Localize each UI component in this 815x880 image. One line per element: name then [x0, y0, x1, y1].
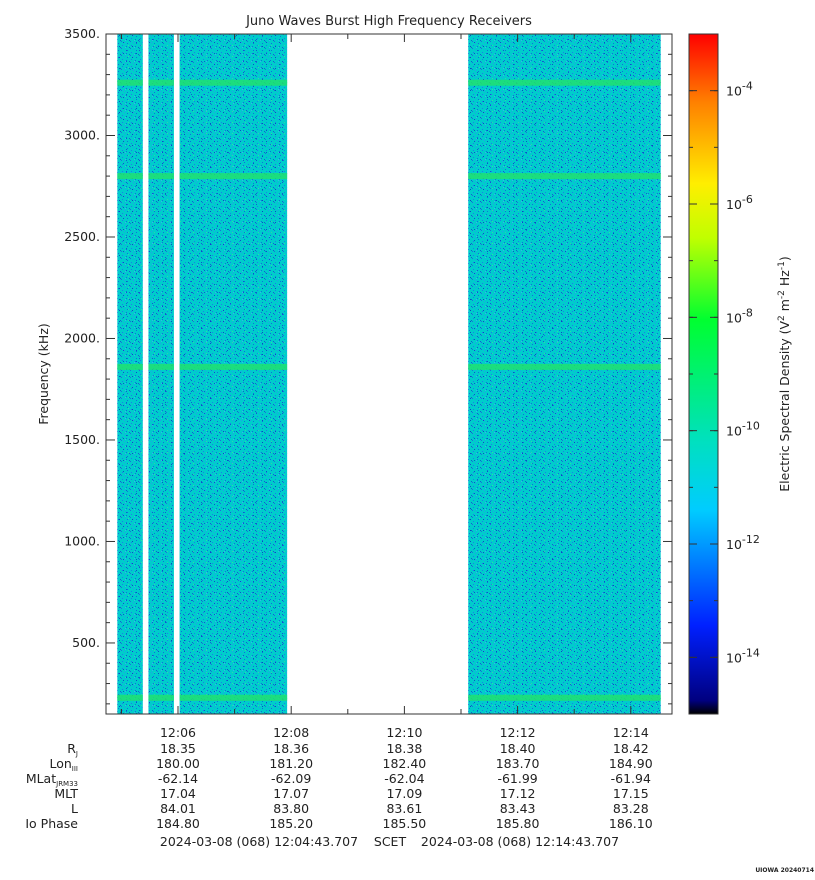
emission-line-1-2 — [148, 173, 174, 180]
emission-line-0-1 — [117, 363, 143, 370]
ephemeris-value-1-3: 17.07 — [273, 786, 309, 801]
ephemeris-value-1-1: 181.20 — [269, 756, 313, 771]
emission-line-2-2 — [179, 173, 288, 180]
ephemeris-value-4-2: -61.94 — [611, 771, 651, 786]
y-axis-label: Frequency (kHz) — [36, 323, 51, 425]
colorbar-tick-label-0: 10-4 — [726, 80, 753, 99]
y-tick-label-0: 500. — [72, 635, 100, 650]
emission-line-2-0 — [179, 694, 288, 701]
chart-title: Juno Waves Burst High Frequency Receiver… — [245, 14, 532, 29]
colorbar-label: Electric Spectral Density (V2 m-2 Hz-1) — [777, 256, 792, 491]
emission-line-0-3 — [117, 79, 143, 86]
emission-line-2-3 — [179, 79, 288, 86]
emission-line-0-2 — [117, 173, 143, 180]
y-tick-label-6: 3500. — [64, 26, 100, 41]
ephemeris-value-2-3: 17.09 — [386, 786, 422, 801]
ephemeris-value-1-5: 185.20 — [269, 816, 313, 831]
colorbar-tick-label-1: 10-6 — [726, 193, 753, 212]
emission-line-0-0 — [117, 694, 143, 701]
emission-line-3-2 — [468, 173, 661, 180]
x-tick-label-1: 12:08 — [273, 725, 309, 740]
ephemeris-value-2-2: -62.04 — [384, 771, 424, 786]
ephemeris-value-3-5: 185.80 — [496, 816, 540, 831]
data-segment-texture2-1 — [148, 34, 174, 714]
x-tick-label-4: 12:14 — [613, 725, 649, 740]
data-segment-texture2-3 — [468, 34, 661, 714]
x-tick-label-3: 12:12 — [500, 725, 536, 740]
ephemeris-label-5: Io Phase — [25, 816, 78, 831]
data-segment-texture2-2 — [179, 34, 288, 714]
ephemeris-label-1: LonIII — [49, 756, 78, 773]
ephemeris-value-3-1: 183.70 — [496, 756, 540, 771]
ephemeris-value-2-5: 185.50 — [383, 816, 427, 831]
emission-line-1-0 — [148, 694, 174, 701]
ephemeris-value-0-1: 180.00 — [156, 756, 200, 771]
data-segment-texture2-0 — [117, 34, 143, 714]
y-axis: 500. 1000. 1500. 2000. 2500. 3000. 3500. — [64, 26, 672, 705]
footer-scet-label: SCET — [374, 834, 407, 849]
ephemeris-value-0-5: 184.80 — [156, 816, 200, 831]
spectrogram-data — [117, 34, 661, 714]
ephemeris-value-4-4: 83.28 — [613, 801, 649, 816]
ephemeris-label-4: L — [71, 801, 78, 816]
emission-line-1-3 — [148, 79, 174, 86]
ephemeris-label-2: MLatJRM33 — [26, 771, 78, 788]
ephemeris-value-1-0: 18.36 — [273, 741, 309, 756]
colorbar-axis: 10-4 10-6 10-8 10-10 10-12 10-14 — [689, 80, 760, 665]
ephemeris-value-0-2: -62.14 — [158, 771, 198, 786]
colorbar-tick-label-2: 10-8 — [726, 306, 753, 325]
emission-line-1-1 — [148, 363, 174, 370]
x-tick-label-0: 12:06 — [160, 725, 196, 740]
ephemeris-value-2-4: 83.61 — [386, 801, 422, 816]
colorbar-tick-label-3: 10-10 — [726, 420, 760, 439]
ephemeris-value-0-3: 17.04 — [160, 786, 196, 801]
ephemeris-value-4-1: 184.90 — [609, 756, 653, 771]
emission-line-3-1 — [468, 363, 661, 370]
emission-line-3-0 — [468, 694, 661, 701]
ephemeris-value-4-0: 18.42 — [613, 741, 649, 756]
y-tick-label-5: 3000. — [64, 127, 100, 142]
x-axis: 12:06 12:08 12:10 12:12 12:14 — [120, 34, 649, 740]
ephemeris-value-1-4: 83.80 — [273, 801, 309, 816]
colorbar-tick-label-4: 10-12 — [726, 533, 760, 552]
ephemeris-value-4-5: 186.10 — [609, 816, 653, 831]
colorbar — [688, 33, 719, 715]
ephemeris-value-2-0: 18.38 — [386, 741, 422, 756]
ephemeris-value-3-0: 18.40 — [500, 741, 536, 756]
footer-start-time: 2024-03-08 (068) 12:04:43.707 — [160, 834, 358, 849]
ephemeris-value-0-0: 18.35 — [160, 741, 196, 756]
x-tick-label-2: 12:10 — [386, 725, 422, 740]
y-tick-label-4: 2500. — [64, 229, 100, 244]
emission-line-2-1 — [179, 363, 288, 370]
credit-stamp: UIOWA 20240714 — [755, 867, 814, 874]
ephemeris-value-3-4: 83.43 — [500, 801, 536, 816]
y-tick-label-2: 1500. — [64, 432, 100, 447]
footer-end-time: 2024-03-08 (068) 12:14:43.707 — [421, 834, 619, 849]
y-tick-label-1: 1000. — [64, 533, 100, 548]
ephemeris-value-0-4: 84.01 — [160, 801, 196, 816]
ephemeris-label-0: RJ — [67, 741, 78, 758]
emission-line-3-3 — [468, 79, 661, 86]
ephemeris-label-3: MLT — [54, 786, 78, 801]
ephemeris-value-4-3: 17.15 — [613, 786, 649, 801]
ephemeris-value-2-1: 182.40 — [383, 756, 427, 771]
ephemeris-value-3-2: -61.99 — [497, 771, 537, 786]
colorbar-tick-label-5: 10-14 — [726, 646, 760, 665]
plot-frame — [105, 33, 673, 715]
ephemeris-value-1-2: -62.09 — [271, 771, 311, 786]
y-tick-label-3: 2000. — [64, 330, 100, 345]
ephemeris-value-3-3: 17.12 — [500, 786, 536, 801]
